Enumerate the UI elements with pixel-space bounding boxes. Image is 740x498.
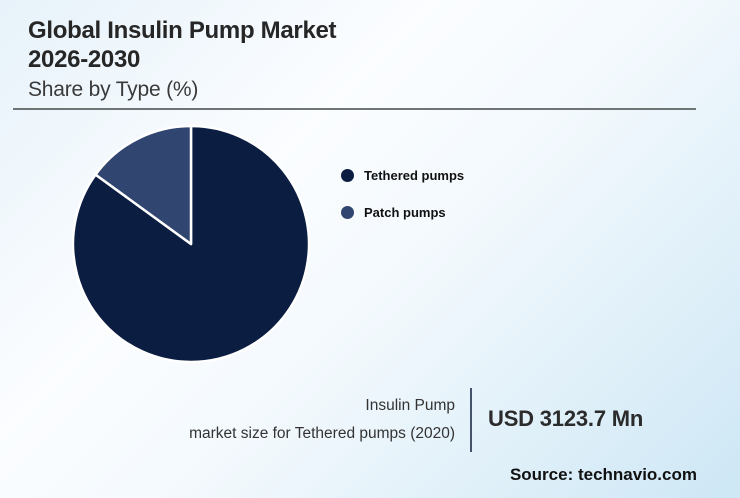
stat-label-line-2: market size for Tethered pumps (2020) [189,425,455,442]
chart-legend: Tethered pumps Patch pumps [341,168,464,242]
stat-label-line-1: Insulin Pump [365,397,455,414]
page-subtitle: Share by Type (%) [28,78,199,101]
legend-item-patch: Patch pumps [341,205,464,220]
stat-value: USD 3123.7 Mn [488,406,644,431]
legend-label-tethered: Tethered pumps [364,168,465,183]
title-line-1: Global Insulin Pump Market [28,17,337,44]
source-attribution: Source: technavio.com [509,465,697,484]
legend-label-patch: Patch pumps [364,205,446,220]
pie-chart [68,121,314,367]
pie-chart-svg [71,124,311,364]
pie-slice-patch-pumps [94,124,193,246]
page-title: Global Insulin Pump Market 2026-2030 [28,16,337,74]
title-divider-line [13,108,696,110]
stat-divider-line [470,388,472,452]
legend-dot-tethered [341,169,354,182]
stat-label: Insulin Pump market size for Tethered pu… [125,392,455,448]
legend-item-tethered: Tethered pumps [341,168,464,183]
legend-dot-patch [341,206,354,219]
title-line-2: 2026-2030 [28,46,141,73]
